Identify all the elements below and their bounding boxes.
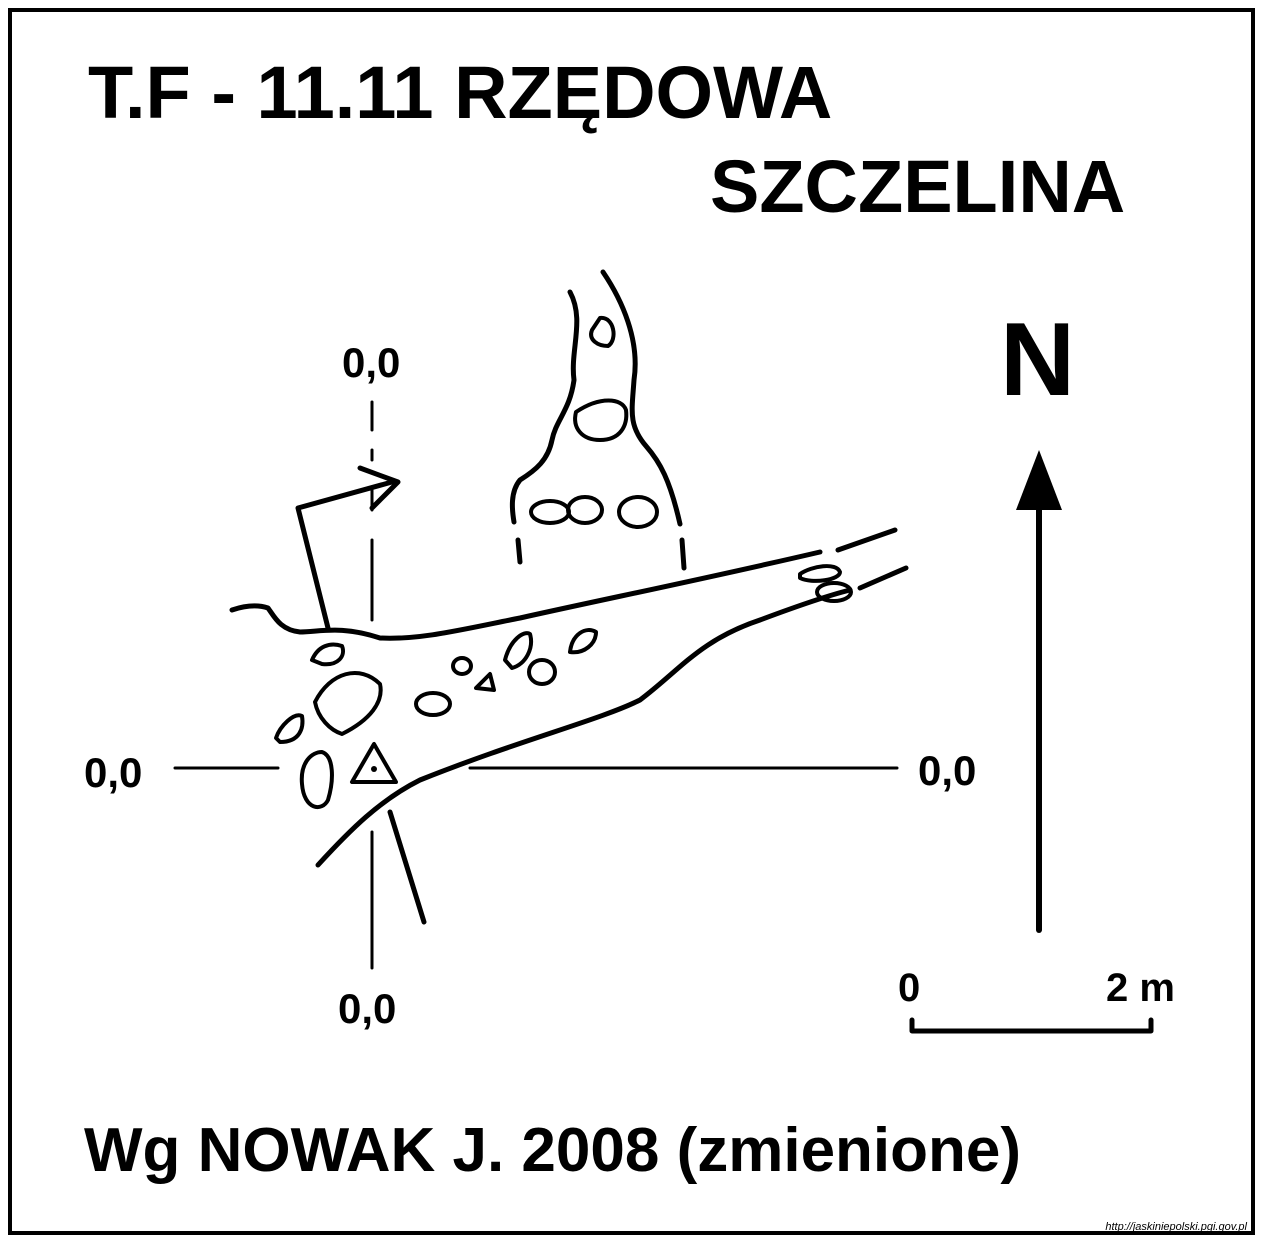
map-frame [8,8,1255,1235]
datum-label-left: 0,0 [84,749,143,796]
map-title-line1: T.F - 11.11 RZĘDOWA [88,51,833,134]
datum-label-top: 0,0 [342,339,401,386]
scale-end-label: 2 m [1106,966,1175,1010]
source-url[interactable]: http://jaskiniepolski.pgi.gov.pl [1105,1221,1247,1233]
north-arrow [1016,450,1062,933]
scale-start-label: 0 [898,966,921,1010]
entrance-arrow [295,465,401,631]
north-label: N [1000,302,1076,418]
map-title-line2: SZCZELINA [710,145,1126,228]
boulders [274,316,853,810]
survey-point-icon [371,766,377,772]
author-credit: Wg NOWAK J. 2008 (zmienione) [84,1116,1022,1185]
scale-bar [909,1017,1154,1034]
cave-walls [229,527,909,925]
datum-lines [173,400,899,970]
crevice-walls [509,269,687,571]
datum-label-bottom: 0,0 [338,985,397,1032]
datum-label-right: 0,0 [918,747,977,794]
